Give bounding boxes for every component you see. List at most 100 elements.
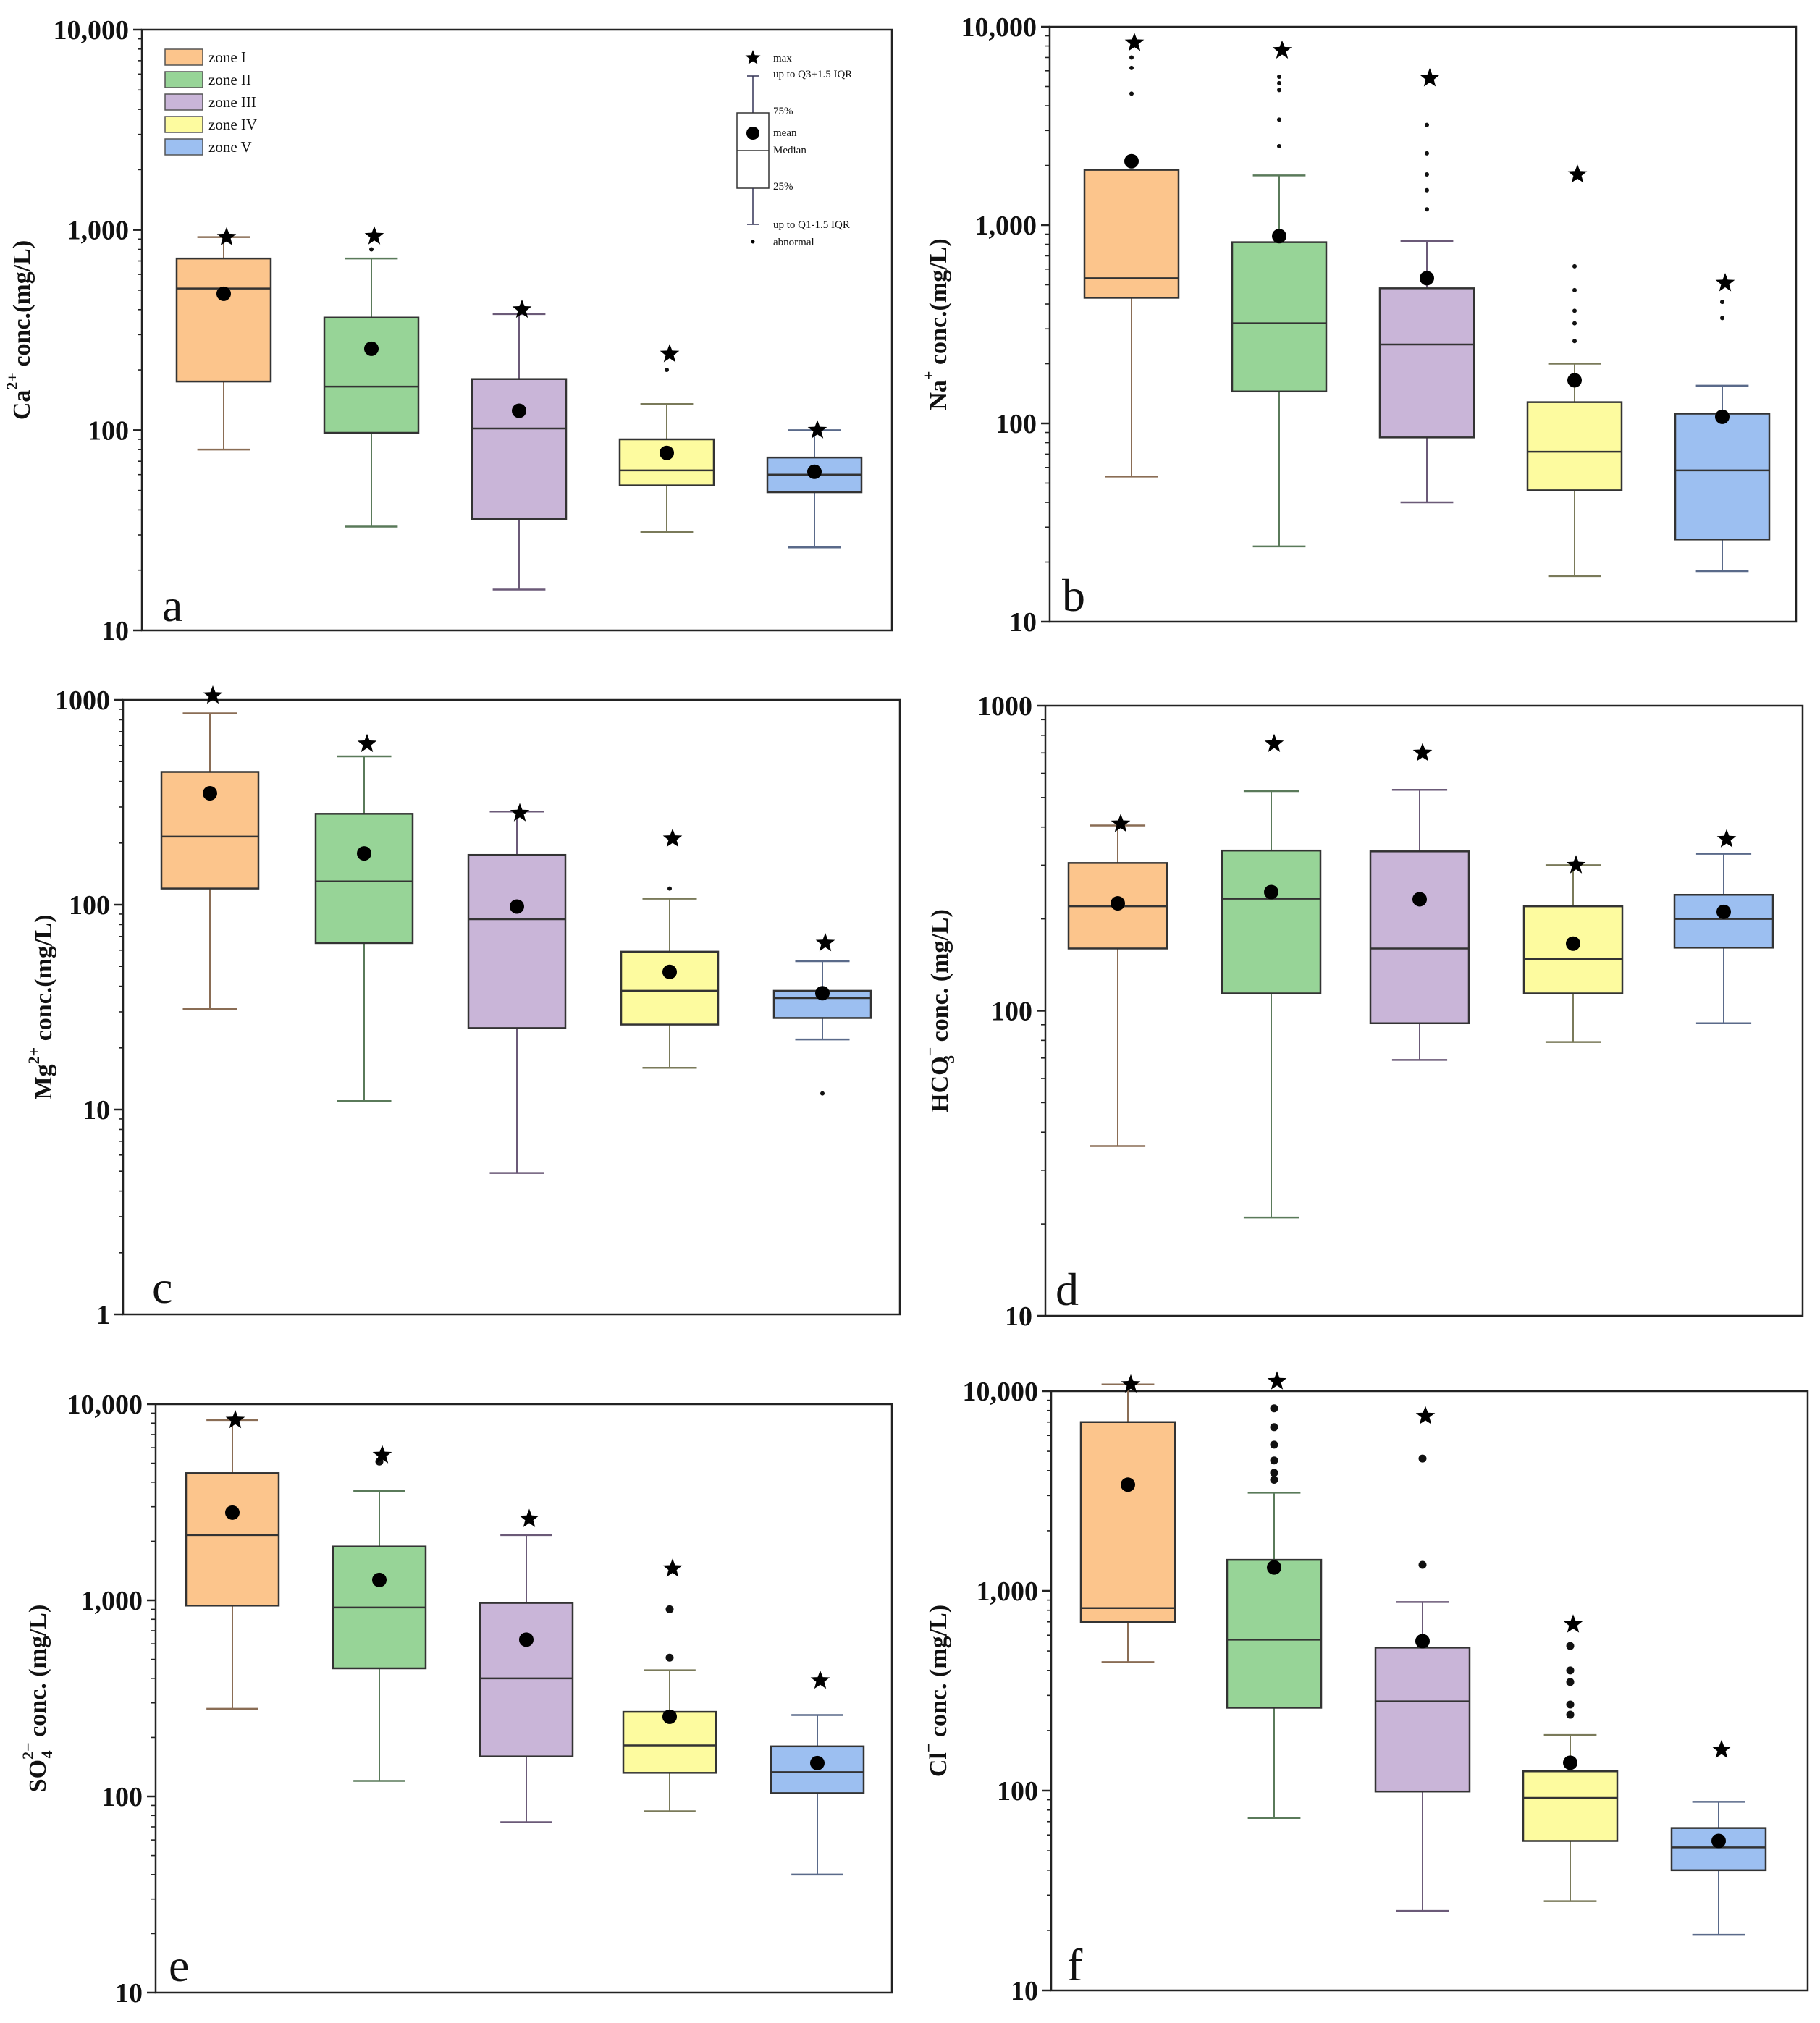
plot-frame	[154, 1403, 893, 1994]
max-star	[1412, 743, 1433, 761]
key-abnormal-label: abnormal	[773, 237, 814, 248]
y-tick-label: 10	[1011, 1976, 1038, 2006]
outlier-point	[1720, 316, 1724, 321]
box-zone-iii	[1378, 68, 1475, 504]
box-zone-v	[772, 932, 872, 1096]
max-star	[364, 226, 384, 245]
box-zone-v	[770, 1670, 865, 1876]
max-star	[1124, 33, 1145, 51]
legend-swatch	[164, 116, 203, 133]
panel-letter: c	[152, 1262, 172, 1313]
mean-point	[660, 445, 674, 460]
key-abnormal-dot	[751, 240, 755, 244]
outlier-point	[1720, 300, 1724, 305]
outlier-point	[665, 1605, 674, 1613]
max-star	[1264, 733, 1284, 752]
outlier-point	[1277, 80, 1281, 85]
box-zone-iii	[467, 803, 567, 1174]
max-star	[1563, 1614, 1583, 1633]
key-whisker-top-label: up to Q3+1.5 IQR	[773, 69, 852, 80]
box-key: max up to Q3+1.5 IQR 75% mean Median 25% up to…	[736, 50, 852, 248]
mean-point	[203, 786, 217, 801]
outlier-point	[667, 886, 672, 891]
y-tick-label: 10	[83, 1095, 110, 1125]
max-star	[660, 344, 680, 363]
iqr-box	[1374, 1647, 1471, 1793]
iqr-box	[1231, 241, 1328, 393]
key-mean-label: mean	[773, 127, 797, 139]
box-zone-ii	[1221, 733, 1322, 1219]
outlier-point	[1418, 1454, 1427, 1463]
y-axis-title: Mg2+ conc.(mg/L)	[25, 915, 57, 1100]
box-zone-iv	[1522, 855, 1624, 1043]
max-star	[225, 1409, 245, 1429]
panel-c: 1 10 100 1000 Mg2+ conc.(mg/L) c	[25, 685, 901, 1330]
box-zone-iii	[471, 299, 568, 591]
max-star	[216, 227, 237, 245]
outlier-point	[1566, 1666, 1575, 1675]
outlier-point	[1425, 207, 1429, 212]
y-tick-label: 100	[101, 1782, 143, 1812]
mean-point	[810, 1755, 825, 1770]
legend-swatch	[164, 48, 203, 66]
box-zone-i	[175, 227, 272, 451]
legend-label: zone I	[208, 48, 246, 66]
mean-point	[662, 964, 677, 979]
mean-point	[1111, 896, 1125, 911]
legend-swatch	[164, 93, 203, 111]
y-tick-label: 1,000	[977, 1576, 1039, 1607]
box-zone-iii	[1369, 743, 1470, 1061]
max-star	[519, 1508, 539, 1527]
mean-point	[1267, 1560, 1281, 1575]
iqr-box	[620, 950, 720, 1026]
iqr-box	[1670, 1827, 1767, 1872]
y-tick-label: 10	[1009, 607, 1037, 638]
box-zone-v	[1674, 273, 1771, 573]
mean-point	[1420, 271, 1434, 286]
outlier-point	[1572, 339, 1577, 344]
box-zone-i	[1083, 33, 1180, 478]
y-tick-label: 1	[96, 1300, 110, 1330]
panel-b: 10 100 1,000 10,000 Na+ conc.(mg/L) b	[919, 12, 1798, 638]
y-tick-label: 100	[69, 890, 110, 921]
legend-label: zone III	[208, 93, 256, 111]
max-star	[662, 1558, 683, 1577]
max-star	[662, 828, 683, 848]
legend: zone I zone II zone III zone IV zone V	[164, 48, 257, 156]
mean-point	[662, 1709, 677, 1724]
y-axis-title: Ca2+ conc.(mg/L)	[3, 240, 35, 420]
outlier-point	[369, 247, 374, 252]
outlier-point	[1129, 91, 1134, 96]
outlier-point	[1418, 1560, 1427, 1569]
panel-f: 10 100 1,000 10,000 Cl− conc. (mg/L) f	[919, 1371, 1809, 2006]
box-zone-iii	[479, 1508, 574, 1823]
y-tick-label: 100	[995, 409, 1037, 439]
plot-frame	[122, 698, 901, 1316]
mean-point	[1412, 892, 1427, 907]
y-tick-label: 1000	[977, 691, 1032, 722]
mean-point	[216, 286, 231, 301]
max-star	[510, 803, 530, 822]
mean-point	[1415, 1634, 1430, 1649]
outlier-point	[1566, 1700, 1575, 1709]
mean-point	[807, 464, 822, 479]
plot-frame	[140, 28, 893, 632]
box-zone-v	[1670, 1739, 1767, 1936]
iqr-box	[323, 316, 420, 434]
outlier-point	[1129, 55, 1134, 60]
iqr-box	[175, 257, 272, 383]
y-tick-label: 100	[991, 997, 1032, 1027]
box-zone-i	[1079, 1374, 1176, 1663]
outlier-point	[820, 1091, 825, 1096]
outlier-point	[1270, 1404, 1278, 1413]
outlier-point	[665, 1653, 674, 1662]
iqr-box	[479, 1602, 574, 1757]
outlier-point	[1572, 321, 1577, 326]
outlier-point	[1572, 263, 1577, 269]
box-zone-ii	[323, 226, 420, 528]
max-star	[1567, 164, 1588, 183]
y-tick-label: 1,000	[81, 1586, 143, 1616]
panel-letter: d	[1056, 1264, 1079, 1315]
outlier-point	[1425, 172, 1429, 177]
